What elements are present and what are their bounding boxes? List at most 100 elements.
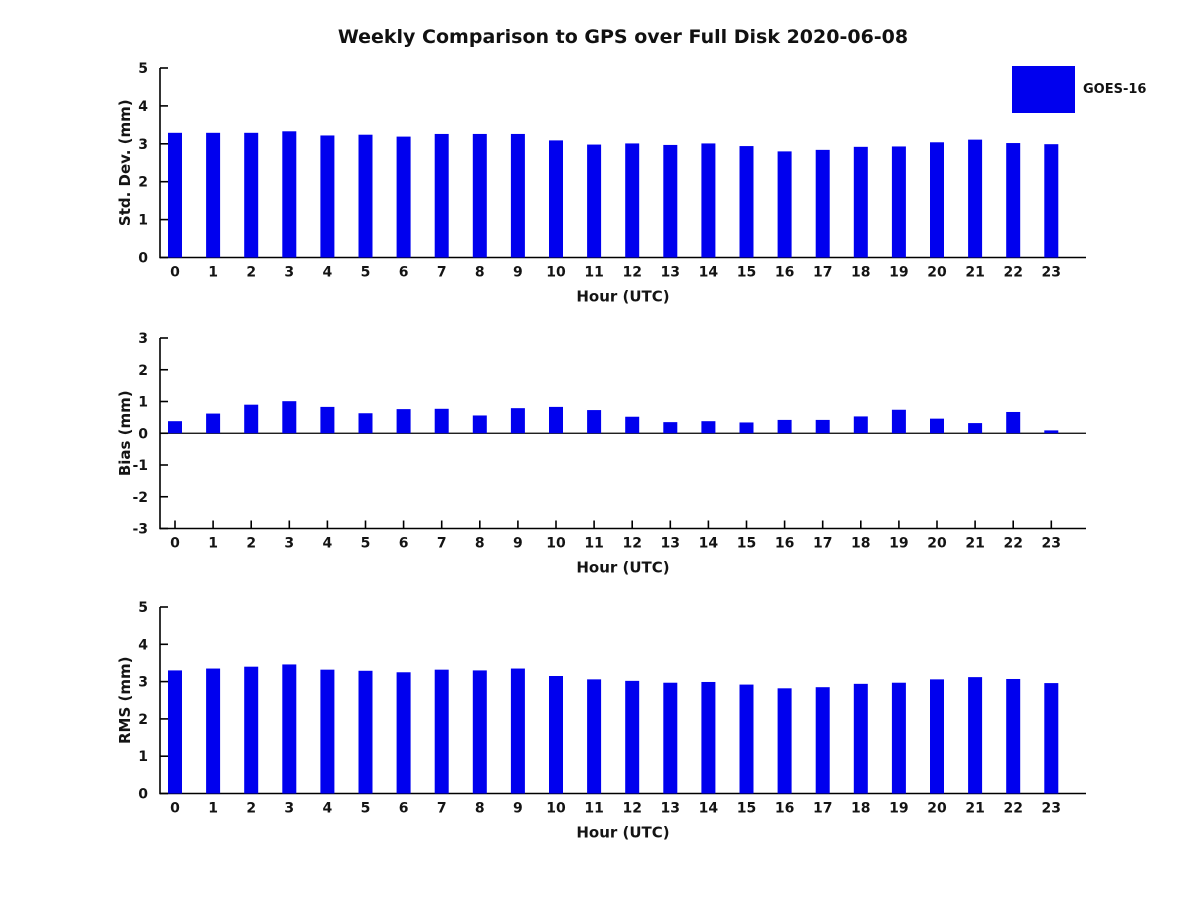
- bar-hour-21: [968, 423, 983, 434]
- x-tick-label: 10: [546, 801, 566, 817]
- bar-hour-13: [663, 682, 678, 794]
- bar-hour-20: [930, 142, 944, 258]
- x-tick-label: 17: [813, 536, 832, 552]
- x-tick-label: 0: [170, 265, 180, 281]
- x-axis-title: Hour (UTC): [576, 559, 669, 577]
- bar-hour-15: [739, 422, 754, 434]
- y-tick-label: 4: [138, 637, 148, 653]
- x-tick-label: 2: [246, 265, 256, 281]
- bar-hour-1: [206, 668, 221, 794]
- bar-hour-2: [244, 666, 259, 794]
- x-tick-label: 19: [889, 265, 908, 281]
- y-tick-label: 3: [138, 331, 148, 347]
- bar-hour-22: [1006, 678, 1021, 794]
- x-tick-label: 20: [927, 265, 947, 281]
- x-tick-label: 10: [546, 265, 566, 281]
- y-axis-title: Bias (mm): [116, 390, 134, 476]
- x-tick-label: 12: [622, 265, 641, 281]
- bar-hour-12: [625, 680, 640, 794]
- bar-hour-20: [930, 418, 944, 434]
- bar-hour-14: [701, 681, 716, 794]
- bar-hour-17: [815, 149, 830, 258]
- x-tick-label: 0: [170, 801, 180, 817]
- bar-hour-19: [891, 146, 906, 258]
- y-tick-label: -1: [132, 458, 148, 474]
- x-tick-label: 2: [246, 536, 256, 552]
- x-tick-label: 18: [851, 801, 870, 817]
- x-tick-label: 3: [284, 536, 294, 552]
- x-tick-label: 23: [1042, 265, 1061, 281]
- bar-hour-12: [625, 416, 640, 434]
- x-tick-label: 13: [661, 801, 680, 817]
- bar-hour-10: [549, 140, 563, 258]
- legend: GOES-16: [1012, 66, 1146, 113]
- x-tick-label: 21: [965, 801, 984, 817]
- bar-hour-4: [320, 669, 335, 794]
- bar-hour-3: [282, 401, 297, 434]
- bar-hour-21: [968, 139, 983, 258]
- y-tick-label: 1: [138, 749, 148, 765]
- y-tick-label: 3: [138, 137, 148, 153]
- x-tick-label: 21: [965, 536, 984, 552]
- y-axis-title: RMS (mm): [116, 657, 134, 744]
- x-tick-label: 1: [208, 265, 218, 281]
- x-tick-label: 12: [622, 801, 641, 817]
- y-tick-label: 2: [138, 175, 148, 191]
- bar-hour-10: [549, 406, 563, 434]
- figure-title: Weekly Comparison to GPS over Full Disk …: [337, 26, 909, 48]
- bar-hour-18: [853, 683, 868, 794]
- x-tick-label: 22: [1003, 265, 1022, 281]
- bar-hour-6: [396, 409, 411, 434]
- bar-hour-9: [510, 668, 525, 794]
- bar-hour-6: [396, 136, 411, 258]
- bar-hour-8: [472, 415, 487, 434]
- bar-hour-14: [701, 143, 716, 258]
- y-tick-label: 1: [138, 213, 148, 229]
- bar-hour-0: [168, 670, 182, 794]
- x-axis-title: Hour (UTC): [576, 824, 669, 842]
- bar-hour-1: [206, 132, 221, 258]
- bar-hour-14: [701, 421, 716, 434]
- y-tick-label: -2: [132, 490, 148, 506]
- legend-swatch-icon: [1012, 66, 1075, 113]
- bar-hour-15: [739, 684, 754, 794]
- x-tick-label: 3: [284, 265, 294, 281]
- x-tick-label: 3: [284, 801, 294, 817]
- x-tick-label: 1: [208, 536, 218, 552]
- x-tick-label: 8: [475, 265, 485, 281]
- bar-hour-4: [320, 406, 335, 434]
- bar-hour-23: [1044, 683, 1059, 794]
- x-tick-label: 9: [513, 536, 523, 552]
- bar-hour-8: [472, 670, 487, 794]
- x-tick-label: 8: [475, 536, 485, 552]
- bar-hour-16: [777, 151, 792, 258]
- bar-hour-17: [815, 687, 830, 794]
- y-tick-label: 0: [138, 787, 148, 803]
- bar-hour-20: [930, 679, 944, 794]
- bar-hour-21: [968, 677, 983, 794]
- bar-hour-2: [244, 404, 259, 434]
- bar-hour-3: [282, 664, 297, 794]
- bar-hour-7: [434, 408, 449, 434]
- bar-hour-9: [510, 133, 525, 258]
- x-tick-label: 11: [584, 536, 603, 552]
- bar-hour-18: [853, 146, 868, 258]
- x-tick-label: 16: [775, 536, 794, 552]
- x-tick-label: 22: [1003, 801, 1022, 817]
- bar-hour-18: [853, 416, 868, 434]
- bar-hour-15: [739, 146, 754, 258]
- x-tick-label: 17: [813, 801, 832, 817]
- x-tick-label: 12: [622, 536, 641, 552]
- bar-hour-5: [358, 134, 373, 258]
- legend-label: GOES-16: [1083, 82, 1147, 97]
- x-tick-label: 20: [927, 536, 947, 552]
- x-tick-label: 21: [965, 265, 984, 281]
- x-tick-label: 7: [437, 801, 447, 817]
- bar-hour-19: [891, 682, 906, 794]
- bar-hour-17: [815, 419, 830, 434]
- bar-hour-11: [587, 410, 602, 434]
- x-tick-label: 9: [513, 265, 523, 281]
